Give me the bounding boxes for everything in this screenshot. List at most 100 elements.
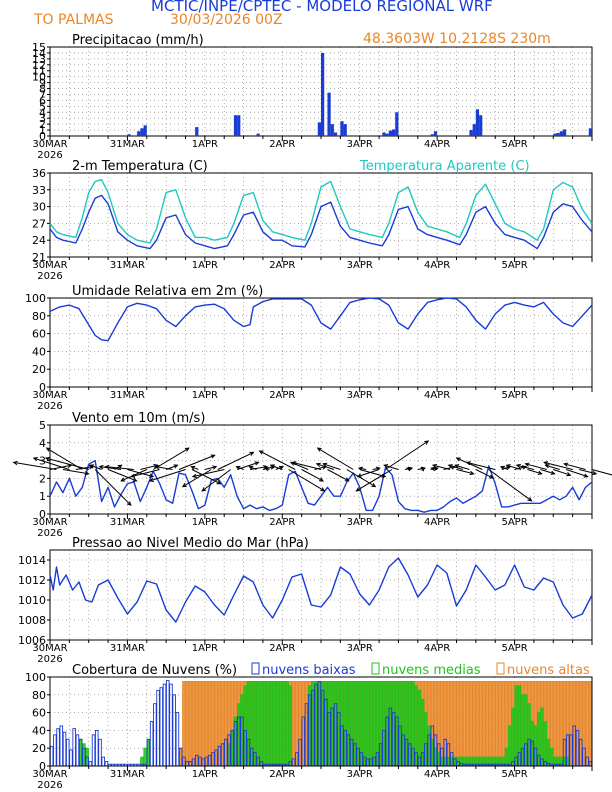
- wind-arrow-shaft: [527, 469, 542, 475]
- wind-arrow-shaft: [204, 466, 217, 470]
- wind-arrow-shaft: [94, 469, 132, 506]
- wind-arrow: [204, 465, 218, 470]
- wind-arrow-shaft: [62, 469, 89, 475]
- x-year-label: 2026: [37, 271, 62, 282]
- wind-arrow: [454, 464, 470, 470]
- wind-arrow: [98, 464, 122, 470]
- cloud-low-bar: [88, 761, 93, 767]
- temp-line: [49, 194, 593, 250]
- wind-arrow: [431, 463, 451, 470]
- wind-arrow-head: [89, 464, 95, 469]
- x-tick-label: 3APR: [347, 769, 373, 780]
- wind-arrow: [499, 465, 509, 470]
- cloud-high-bar: [491, 681, 496, 767]
- wind-arrow-head: [44, 456, 50, 462]
- wind-arrow-shaft: [292, 461, 322, 470]
- x-tick-label: 3APR: [347, 260, 373, 271]
- wind-arrow: [357, 466, 367, 471]
- cloud-low-bar: [75, 734, 80, 767]
- panel-title: Precipitacao (mm/h): [72, 33, 204, 48]
- cloud-low-bar: [53, 734, 57, 767]
- y-tick-label: 8: [39, 83, 46, 96]
- wind-arrow: [385, 440, 430, 470]
- y-tick-label: 0: [39, 508, 46, 521]
- wind-arrow-head: [84, 471, 90, 476]
- wind-arrow: [327, 469, 350, 482]
- y-tick-label: 6: [39, 94, 46, 107]
- cloud-low-bar: [149, 721, 154, 767]
- wind-arrow-head: [544, 464, 550, 469]
- cloud-mid-bar: [143, 747, 147, 767]
- wind-arrow: [291, 461, 322, 470]
- wind-arrow-head: [371, 482, 377, 488]
- x-tick-label: 31MAR: [110, 390, 145, 401]
- wind-arrow-head: [505, 464, 511, 469]
- cloud-high-bar: [495, 681, 499, 767]
- wind-arrow-head: [316, 447, 322, 452]
- cloud-legend-box: [496, 662, 505, 675]
- y-tick-label: 14: [32, 47, 46, 60]
- wind-arrow-head: [173, 464, 179, 469]
- cloud-high-bar: [466, 681, 470, 767]
- wind-arrow: [322, 462, 341, 470]
- x-tick-label: 30MAR: [32, 139, 67, 150]
- y-tick-label: 15: [32, 41, 46, 54]
- wind-arrow-head: [356, 473, 362, 478]
- precip-bar: [391, 129, 396, 136]
- precip-bar: [556, 133, 560, 136]
- y-tick-label: 0: [39, 760, 46, 773]
- wind-arrow-shaft: [475, 469, 494, 479]
- x-tick-label: 4APR: [424, 390, 450, 401]
- wind-arrow: [527, 469, 543, 475]
- cloud-low-bar: [69, 749, 73, 767]
- wind-arrow-head: [248, 465, 254, 470]
- x-tick-label: 5APR: [501, 769, 527, 780]
- cloud-high-bar: [462, 681, 467, 767]
- precip-bar: [127, 134, 131, 136]
- wind-arrow: [578, 469, 598, 476]
- wind-arrow-shaft: [443, 466, 456, 470]
- x-tick-label: 4APR: [424, 260, 450, 271]
- cloud-mid-bar: [285, 681, 289, 767]
- wind-arrow-shaft: [120, 469, 147, 482]
- wind-arrow-head: [431, 463, 438, 469]
- y-tick-label: 80: [32, 689, 46, 702]
- y-tick-label: 5: [39, 100, 46, 113]
- wind-arrow-shaft: [178, 454, 215, 470]
- y-tick-label: 0: [39, 381, 46, 394]
- x-tick-label: 5APR: [501, 390, 527, 401]
- wind-arrow-shaft: [384, 464, 399, 470]
- precip-bar: [472, 124, 476, 136]
- cloud-high-bar: [556, 681, 560, 767]
- wind-arrow: [191, 469, 222, 485]
- station-location: 48.3603W 10.2128S 230m: [363, 31, 551, 47]
- wind-arrow-head: [210, 454, 216, 459]
- y-tick-label: 20: [32, 742, 46, 755]
- wind-arrow: [181, 469, 212, 488]
- wind-arrow-head: [515, 463, 521, 469]
- cloud-mid-bar: [507, 725, 512, 767]
- y-tick-label: 24: [32, 234, 46, 247]
- wind-arrow-head: [184, 447, 190, 452]
- wind-arrow-shaft: [236, 466, 244, 470]
- x-year-label: 2026: [37, 780, 62, 791]
- wind-arrow: [154, 465, 173, 470]
- precip-bar: [233, 115, 238, 136]
- wind-arrow-head: [524, 462, 530, 467]
- x-tick-label: 2APR: [269, 517, 295, 528]
- cloud-high-bar: [585, 681, 589, 767]
- precip-bar: [479, 115, 483, 136]
- x-tick-label: 1APR: [192, 769, 218, 780]
- wind-arrow-head: [563, 462, 569, 467]
- wind-arrow-shaft: [259, 450, 296, 470]
- precip-bar: [140, 128, 144, 136]
- wind-arrow-head: [566, 472, 572, 477]
- cloud-high-bar: [478, 681, 483, 767]
- cloud-mid-bar: [288, 685, 293, 767]
- cloud-mid-bar: [514, 685, 518, 767]
- cloud-legend-box: [251, 662, 260, 675]
- x-tick-label: 1APR: [192, 139, 218, 150]
- wind-arrow-shaft: [45, 457, 89, 470]
- x-tick-label: 30MAR: [32, 260, 67, 271]
